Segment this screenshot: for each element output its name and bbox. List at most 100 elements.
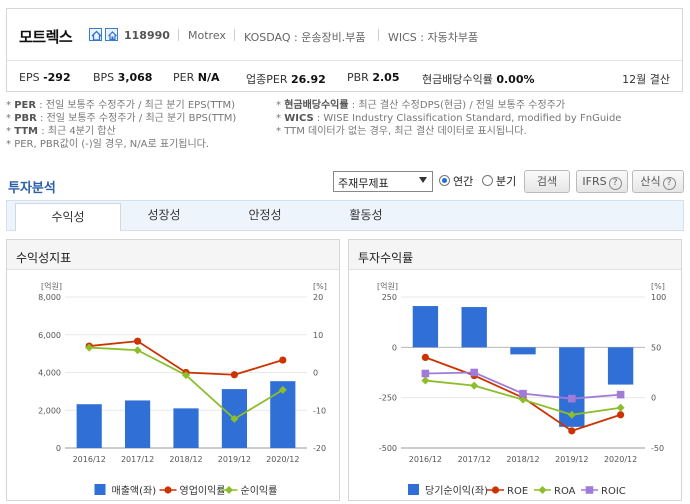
bar bbox=[125, 400, 151, 448]
x-tick-label: 2019/12 bbox=[218, 455, 251, 464]
legend-label: ROA bbox=[554, 486, 576, 497]
metric-per: PER N/A bbox=[173, 71, 220, 84]
y-right-tick-label: 0 bbox=[313, 369, 318, 378]
formula-button-label: 산식 bbox=[640, 175, 661, 188]
legend-marker bbox=[585, 486, 594, 494]
y-right-unit-label: [%] bbox=[651, 282, 665, 291]
metric-industry-per: 업종PER 26.92 bbox=[246, 73, 326, 86]
legend-label: 순이익률 bbox=[241, 485, 278, 497]
metric-dividend-yield: 현금배당수익률 0.00% bbox=[422, 73, 535, 86]
section-title: 투자분석 bbox=[8, 181, 56, 196]
data-point bbox=[470, 381, 479, 390]
data-point bbox=[278, 385, 287, 394]
data-point bbox=[85, 343, 94, 352]
ifrs-button-label: IFRS bbox=[582, 175, 607, 188]
y-left-unit-label: [억원] bbox=[41, 281, 62, 291]
y-left-tick-label: 4,000 bbox=[38, 369, 61, 378]
data-point bbox=[568, 394, 576, 403]
tab-stability[interactable]: 안정성 bbox=[248, 208, 282, 222]
note-line: * TTM : 최근 4분기 합산 bbox=[6, 126, 116, 137]
help-icon: ? bbox=[662, 177, 676, 190]
data-point bbox=[421, 376, 430, 385]
x-tick-label: 2018/12 bbox=[169, 455, 202, 464]
y-left-tick-label: 8,000 bbox=[38, 293, 61, 302]
panel-title: 투자수익률 bbox=[358, 251, 414, 265]
series-line bbox=[89, 346, 284, 421]
legend-label: ROIC bbox=[601, 486, 626, 497]
y-left-tick-label: 250 bbox=[382, 293, 397, 302]
bar bbox=[461, 307, 487, 348]
formula-button[interactable]: 산식? bbox=[632, 170, 684, 193]
company-title-row: 모트렉스 118990 Motrex KOSDAQ : 운송장비.부품 WICS… bbox=[7, 9, 682, 61]
radio-annual-label: 연간 bbox=[453, 175, 474, 188]
data-point bbox=[470, 368, 478, 377]
tab-growth[interactable]: 성장성 bbox=[147, 208, 181, 222]
panel-header: 투자수익률 bbox=[349, 240, 681, 270]
data-point bbox=[568, 427, 576, 435]
help-icon: ? bbox=[608, 177, 622, 190]
bar bbox=[412, 306, 439, 348]
x-tick-label: 2020/12 bbox=[266, 455, 299, 464]
chevron-down-icon bbox=[419, 177, 427, 183]
analysis-tabs: 수익성 성장성 안정성 활동성 bbox=[6, 200, 684, 231]
y-left-tick-label: 0 bbox=[56, 444, 61, 453]
panel-title: 수익성지표 bbox=[16, 251, 72, 265]
bar bbox=[607, 347, 634, 385]
metric-bps: BPS 3,068 bbox=[93, 71, 153, 84]
select-value: 주재무제표 bbox=[338, 177, 389, 190]
data-point bbox=[519, 395, 527, 404]
search-button-label: 검색 bbox=[536, 175, 558, 188]
data-point bbox=[421, 369, 430, 378]
y-left-tick-label: -500 bbox=[379, 444, 397, 453]
x-tick-label: 2020/12 bbox=[604, 455, 637, 464]
note-line: * PBR : 전일 보통주 수정주가 / 최근 분기 BPS(TTM) bbox=[6, 113, 237, 124]
y-left-unit-label: [억원] bbox=[377, 281, 398, 291]
panel-header: 수익성지표 bbox=[7, 240, 339, 270]
y-right-tick-label: -20 bbox=[313, 444, 326, 453]
fiscal-month: 12월 결산 bbox=[622, 73, 670, 86]
radio-annual[interactable] bbox=[439, 175, 450, 186]
data-point bbox=[421, 353, 429, 361]
legend-marker bbox=[164, 486, 172, 494]
data-point bbox=[616, 390, 625, 399]
legend-label: 매출액(좌) bbox=[112, 485, 157, 497]
note-line: * TTM 데이터가 없는 경우, 최근 결산 데이터로 표시됩니다. bbox=[276, 126, 527, 137]
profitability-chart: [억원] [%]02,0004,0006,0008,000-20-10010202… bbox=[38, 281, 327, 497]
company-header-card: 모트렉스 118990 Motrex KOSDAQ : 운송장비.부품 WICS… bbox=[6, 8, 683, 92]
legend-marker bbox=[538, 486, 547, 494]
company-name: 모트렉스 bbox=[19, 28, 73, 46]
metric-pbr: PBR 2.05 bbox=[347, 71, 400, 84]
home-icon[interactable] bbox=[89, 28, 102, 41]
y-right-tick-label: 20 bbox=[313, 293, 323, 302]
x-tick-label: 2016/12 bbox=[73, 455, 106, 464]
y-left-tick-label: 0 bbox=[392, 343, 397, 352]
search-button[interactable]: 검색 bbox=[524, 170, 570, 193]
data-point bbox=[617, 411, 625, 419]
y-left-tick-label: -250 bbox=[379, 394, 397, 403]
radio-quarter-label: 분기 bbox=[496, 175, 517, 188]
data-point bbox=[133, 346, 142, 355]
metrics-row: EPS -292 BPS 3,068 PER N/A 업종PER 26.92 P… bbox=[7, 62, 682, 92]
notes-left: * PER : 전일 보통주 수정주가 / 최근 분기 EPS(TTM) * P… bbox=[6, 99, 236, 151]
tab-profitability[interactable]: 수익성 bbox=[15, 203, 121, 231]
homepage-icon[interactable] bbox=[105, 28, 118, 41]
note-line: * WICS : WISE Industry Classification St… bbox=[276, 113, 622, 124]
legend-label: 당기순이익(좌) bbox=[425, 485, 488, 497]
data-point bbox=[616, 403, 625, 412]
wics-sector: WICS : 자동차부품 bbox=[388, 31, 479, 44]
stock-code: 118990 bbox=[124, 29, 170, 42]
divider bbox=[178, 29, 179, 41]
notes-right: * 현금배당수익률 : 최근 결산 수정DPS(현금) / 전일 보통주 수정주… bbox=[276, 99, 621, 138]
statement-select[interactable]: 주재무제표 bbox=[333, 171, 433, 192]
ifrs-button[interactable]: IFRS? bbox=[576, 170, 628, 193]
investment-return-panel: 투자수익률 [억원] [%] -500 -250 0 250 -50 0 50 100 2016/1… bbox=[348, 239, 682, 501]
y-right-tick-label: 50 bbox=[651, 343, 661, 352]
data-point bbox=[230, 414, 239, 423]
y-right-tick-label: -50 bbox=[651, 444, 664, 453]
radio-quarter[interactable] bbox=[482, 175, 493, 186]
note-line: * PER : 전일 보통주 수정주가 / 최근 분기 EPS(TTM) bbox=[6, 100, 236, 111]
market-sector: KOSDAQ : 운송장비.부품 bbox=[244, 31, 366, 44]
legend-label: ROE bbox=[507, 486, 528, 497]
tab-activity[interactable]: 활동성 bbox=[349, 208, 383, 222]
data-point bbox=[182, 371, 190, 380]
